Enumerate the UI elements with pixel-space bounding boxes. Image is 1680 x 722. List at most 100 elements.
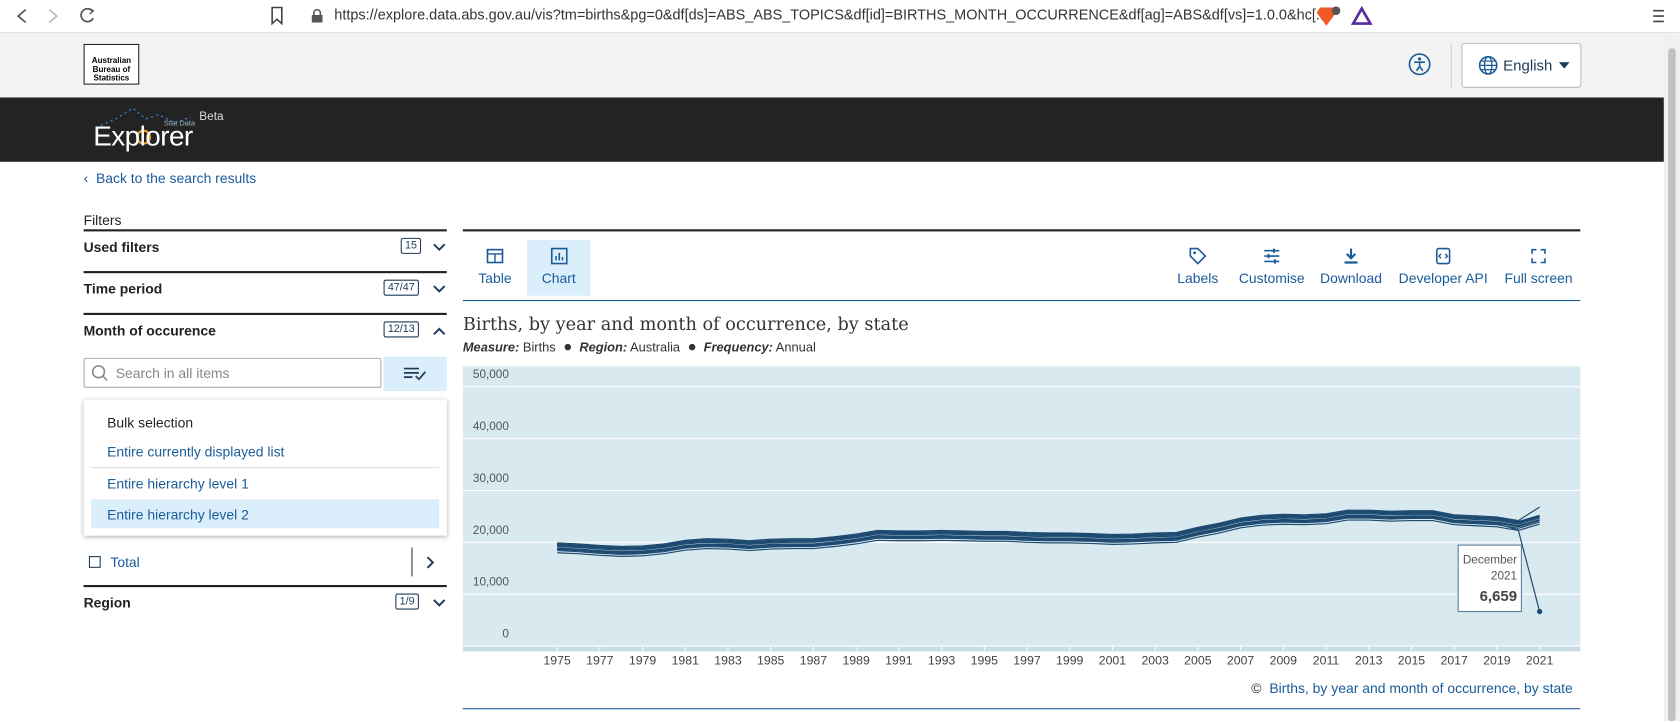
series-line bbox=[557, 512, 1540, 550]
filter-used[interactable]: Used filters bbox=[83, 238, 160, 255]
customise-button[interactable]: Customise bbox=[1234, 240, 1309, 296]
x-tick-label: 2005 bbox=[1184, 653, 1212, 667]
scrollbar[interactable] bbox=[1663, 33, 1680, 722]
logo-line: Bureau of bbox=[92, 64, 131, 74]
plot-area bbox=[462, 366, 1581, 647]
y-tick-label: 20,000 bbox=[473, 524, 509, 537]
subtitle-label: Measure: bbox=[462, 339, 520, 355]
x-tick-label: 2007 bbox=[1227, 653, 1255, 667]
source-link[interactable]: Births, by year and month of occurrence,… bbox=[1269, 680, 1573, 697]
highlight-point bbox=[1536, 608, 1543, 615]
filter-month[interactable]: Month of occurence bbox=[83, 322, 216, 339]
tooltip-year: 2021 bbox=[1491, 569, 1517, 582]
globe-icon bbox=[1478, 55, 1498, 75]
icon bbox=[550, 247, 568, 265]
accessibility-icon[interactable] bbox=[1408, 52, 1432, 76]
separator bbox=[91, 467, 440, 469]
dot bbox=[688, 344, 696, 351]
logo-line: Statistics bbox=[93, 72, 130, 83]
bulk-option[interactable]: Entire hierarchy level 1 bbox=[107, 475, 249, 492]
filter-count: 1/9 bbox=[395, 593, 419, 610]
icon bbox=[1435, 247, 1451, 265]
expand-icon[interactable] bbox=[425, 555, 436, 570]
bulk-option[interactable]: Entire hierarchy level 2 bbox=[107, 506, 249, 523]
icon bbox=[1189, 247, 1207, 265]
button-label: Chart bbox=[541, 269, 576, 287]
rule bbox=[462, 708, 1581, 710]
button-label: Labels bbox=[1177, 269, 1219, 287]
chart-title: Births, by year and month of occurrence,… bbox=[462, 313, 909, 335]
divider bbox=[1450, 42, 1452, 88]
x-tick-label: 1997 bbox=[1013, 653, 1041, 667]
fullscreen-button[interactable]: Full screen bbox=[1499, 240, 1578, 296]
y-tick-label: 10,000 bbox=[473, 576, 509, 589]
x-tick-label: 1989 bbox=[842, 653, 870, 667]
checkbox[interactable] bbox=[88, 556, 101, 568]
api-button[interactable]: Developer API bbox=[1395, 240, 1491, 296]
language-button[interactable]: English bbox=[1461, 42, 1582, 88]
x-tick-label: 1985 bbox=[757, 653, 785, 667]
search-box[interactable]: Search in all items bbox=[83, 357, 382, 388]
bulk-option[interactable]: Entire currently displayed list bbox=[107, 443, 285, 460]
x-tick-label: 1991 bbox=[885, 653, 913, 667]
x-tick-label: 2015 bbox=[1398, 653, 1426, 667]
button-label: Full screen bbox=[1504, 269, 1573, 287]
subtitle-value: Annual bbox=[775, 339, 816, 355]
button-label: Download bbox=[1320, 269, 1383, 287]
beta-badge: Beta bbox=[199, 110, 224, 124]
series-line bbox=[557, 511, 1540, 549]
subtitle-value: Australia bbox=[630, 339, 681, 355]
bulk-title: Bulk selection bbox=[107, 414, 194, 431]
abs-logo[interactable]: Australian Bureau of Statistics bbox=[83, 43, 140, 85]
select-all-button[interactable] bbox=[383, 356, 447, 392]
extensions[interactable] bbox=[1316, 4, 1380, 28]
series-line bbox=[557, 506, 1540, 548]
menu-icon[interactable] bbox=[1650, 7, 1667, 24]
labels-button[interactable]: Labels bbox=[1171, 240, 1225, 296]
lock-icon bbox=[311, 8, 323, 23]
explorer-logo-art bbox=[100, 107, 191, 145]
x-tick-label: 1979 bbox=[629, 653, 657, 667]
subtitle-label: Frequency: bbox=[703, 339, 773, 355]
bookmark-icon[interactable] bbox=[270, 6, 285, 26]
chart-button[interactable]: Chart bbox=[527, 239, 591, 296]
x-tick-label: 1995 bbox=[971, 653, 999, 667]
x-tick-label: 1987 bbox=[800, 653, 828, 667]
bulk-menu: Bulk selection Entire currently displaye… bbox=[83, 399, 447, 536]
x-tick-label: 1975 bbox=[543, 653, 571, 667]
rule bbox=[83, 312, 447, 315]
icon bbox=[1344, 248, 1358, 264]
hover-row bbox=[91, 499, 440, 529]
x-tick-label: 1983 bbox=[714, 653, 742, 667]
back-text[interactable]: Back to the search results bbox=[95, 170, 257, 187]
filter-time[interactable]: Time period bbox=[83, 280, 163, 297]
url-text: https://explore.data.abs.gov.au/vis?tm=b… bbox=[334, 6, 1328, 23]
x-tick-label: 1993 bbox=[928, 653, 956, 667]
download-button[interactable]: Download bbox=[1316, 240, 1387, 296]
scroll-thumb[interactable] bbox=[1668, 48, 1676, 722]
tooltip bbox=[1457, 544, 1522, 613]
chevrons[interactable] bbox=[432, 240, 447, 615]
tree-item[interactable]: Total bbox=[110, 553, 140, 570]
subtitle-label: Region: bbox=[579, 339, 628, 355]
explorer-name: Explorer bbox=[93, 119, 193, 153]
table-button[interactable]: Table bbox=[467, 240, 523, 296]
url-bar[interactable] bbox=[299, 2, 1380, 29]
back-link[interactable]: ‹ Back to the search results bbox=[83, 170, 257, 187]
button-label: Customise bbox=[1238, 269, 1305, 287]
logo-line: Australian bbox=[91, 55, 132, 66]
x-tick-label: 2017 bbox=[1440, 653, 1468, 667]
series-line bbox=[557, 516, 1541, 612]
series-line bbox=[557, 517, 1540, 555]
x-tick-label: 2009 bbox=[1270, 653, 1298, 667]
filter-region[interactable]: Region bbox=[83, 594, 131, 611]
icon bbox=[486, 248, 504, 264]
rule bbox=[462, 299, 1581, 302]
filter-count: 47/47 bbox=[383, 279, 419, 296]
tooltip-month: December bbox=[1463, 553, 1517, 566]
nav-buttons[interactable] bbox=[11, 5, 107, 26]
icon bbox=[1264, 248, 1280, 264]
